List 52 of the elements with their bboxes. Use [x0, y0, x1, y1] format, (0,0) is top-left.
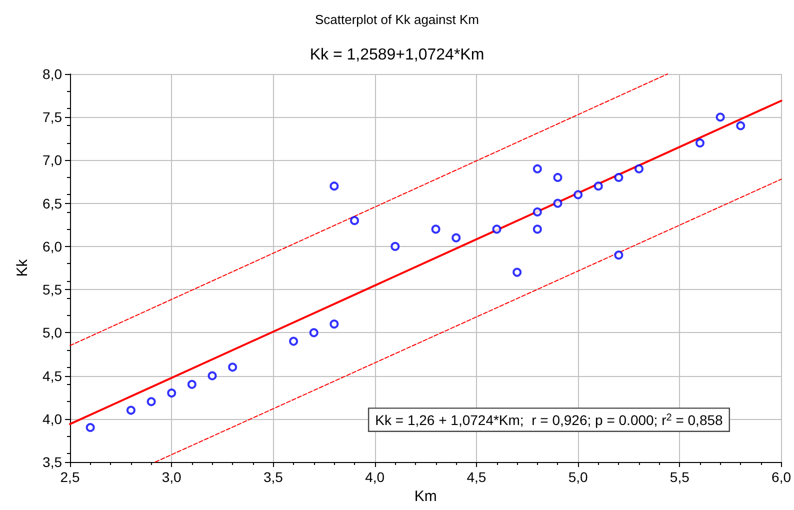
point [330, 182, 339, 191]
point [208, 371, 217, 380]
point [532, 164, 542, 174]
x-tick-label: 6,0 [772, 469, 792, 485]
point [634, 164, 644, 174]
x-tick-label: 5,5 [670, 469, 690, 485]
y-tick-label: 5,0 [42, 324, 62, 341]
y-tick-label: 7,5 [42, 109, 62, 126]
point [146, 397, 156, 406]
y-axis-title: Kk [14, 258, 31, 277]
point [187, 380, 196, 389]
point [736, 121, 746, 130]
point [390, 242, 400, 251]
chart-title: Scatterplot of Kk against Km [314, 12, 480, 27]
point [553, 198, 562, 208]
y-tick-label: 5,5 [42, 282, 62, 298]
point [492, 224, 502, 234]
point [532, 207, 542, 216]
x-tick-label: 5,0 [568, 469, 588, 485]
point [350, 216, 360, 226]
point [716, 112, 725, 122]
point [289, 336, 298, 346]
point [614, 250, 624, 260]
x-tick-label: 3,0 [162, 469, 182, 485]
x-tick-label: 3,5 [263, 469, 284, 485]
point [695, 138, 704, 148]
chart-subtitle: Kk = 1,2589+1,0724*Km [310, 46, 484, 64]
point [574, 190, 583, 200]
x-tick-label: 4,0 [365, 469, 385, 485]
x-tick-label: 4,5 [466, 469, 486, 485]
point [614, 172, 624, 182]
point [512, 268, 522, 277]
x-axis-title: Km [414, 488, 437, 505]
y-tick-label: 7,0 [42, 152, 62, 168]
point [452, 233, 461, 242]
point [553, 172, 562, 182]
y-tick-label: 4,0 [42, 410, 62, 427]
point [126, 406, 136, 415]
point [228, 362, 238, 372]
y-tick-label: 3,5 [42, 454, 62, 470]
point [532, 224, 542, 234]
point [431, 224, 440, 234]
point [86, 423, 95, 432]
y-tick-label: 6,0 [42, 238, 62, 254]
y-tick-label: 4,5 [42, 368, 62, 384]
x-tick-label: 2,5 [60, 469, 80, 485]
point [594, 182, 603, 191]
point [309, 328, 318, 338]
y-tick-label: 6,5 [42, 195, 62, 212]
point [330, 320, 339, 329]
y-tick-label: 8,0 [42, 66, 62, 82]
point [167, 388, 176, 398]
